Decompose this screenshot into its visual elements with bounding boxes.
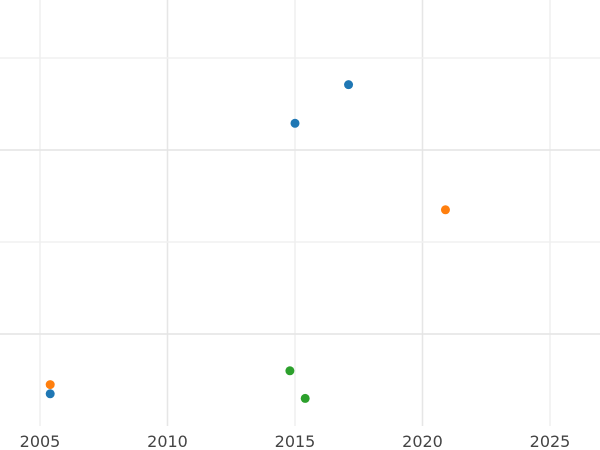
- x-tick-label: 2020: [402, 432, 443, 450]
- data-point: [300, 393, 310, 403]
- data-point: [290, 118, 300, 128]
- x-tick-label: 2010: [147, 432, 188, 450]
- data-point: [45, 389, 55, 399]
- data-points: [45, 80, 450, 403]
- gridlines: [0, 0, 600, 426]
- x-tick-label: 2005: [20, 432, 61, 450]
- data-point: [45, 380, 55, 390]
- data-point: [440, 205, 450, 215]
- x-tick-label: 2015: [275, 432, 316, 450]
- x-tick-label: 2025: [530, 432, 571, 450]
- data-point: [344, 80, 354, 90]
- data-point: [285, 366, 295, 376]
- x-axis-ticks: 2005 2010 2015 2020 2025: [20, 432, 571, 450]
